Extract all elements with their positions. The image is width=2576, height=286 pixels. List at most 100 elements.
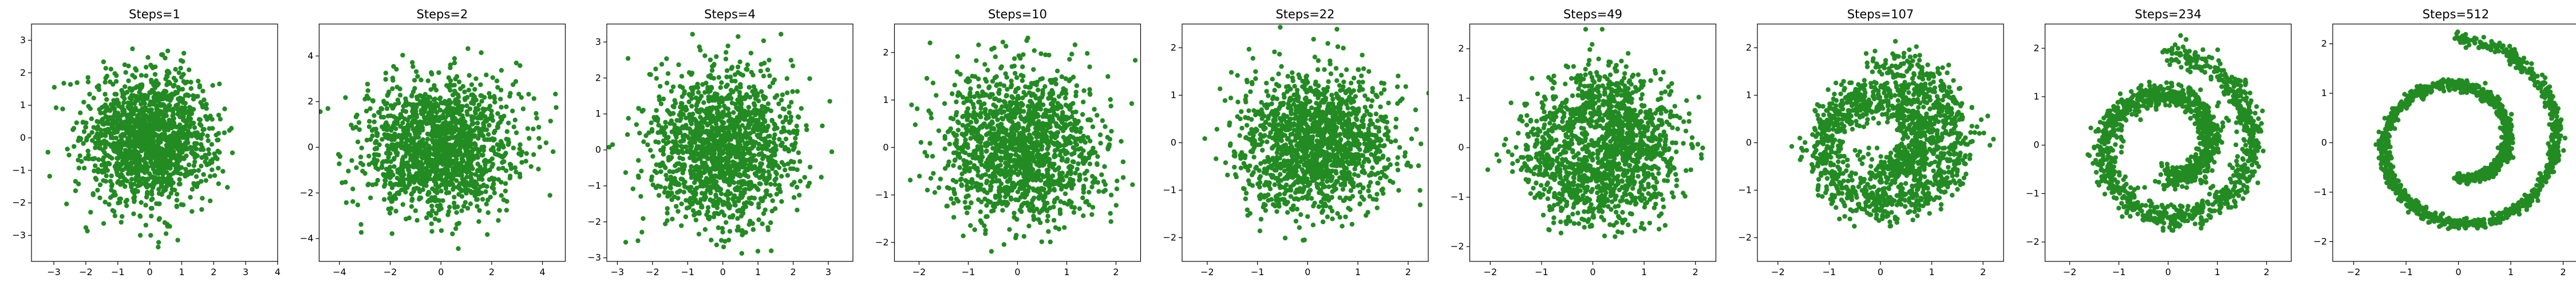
scatter-point: [748, 136, 753, 141]
scatter-point: [774, 192, 779, 197]
scatter-point: [163, 231, 169, 236]
scatter-point: [753, 158, 758, 163]
scatter-point: [430, 186, 435, 192]
scatter-point: [388, 151, 393, 156]
scatter-point: [467, 106, 473, 112]
scatter-point: [704, 116, 709, 121]
scatter-point: [165, 97, 170, 102]
scatter-point: [428, 169, 433, 174]
scatter-point: [433, 101, 439, 106]
scatter-point: [727, 152, 733, 157]
scatter-point: [796, 150, 801, 156]
scatter-point: [122, 96, 127, 101]
scatter-point: [740, 232, 745, 238]
scatter-point: [768, 193, 773, 198]
scatter-point: [169, 144, 175, 149]
scatter-point: [93, 163, 98, 168]
scatter-point: [704, 181, 709, 187]
scatter-point: [477, 168, 483, 174]
scatter-point: [953, 113, 959, 118]
scatter-point: [756, 217, 761, 223]
scatter-point: [698, 47, 703, 53]
scatter-point: [716, 225, 721, 231]
scatter-point: [132, 198, 137, 203]
scatter-point: [688, 200, 693, 205]
scatter-point: [402, 146, 408, 152]
scatter-point: [1063, 102, 1069, 108]
scatter-point: [698, 120, 704, 125]
x-tick-label: −3: [611, 267, 625, 277]
scatter-point: [437, 114, 442, 120]
scatter-point: [459, 188, 464, 194]
scatter-point: [1081, 213, 1086, 219]
scatter-point: [60, 106, 65, 112]
scatter-point: [511, 145, 516, 150]
scatter-point: [66, 152, 72, 158]
scatter-point: [112, 209, 117, 214]
scatter-point: [410, 174, 416, 179]
scatter-point: [123, 70, 128, 75]
scatter-point: [366, 124, 372, 129]
scatter-point: [702, 169, 708, 175]
scatter-point: [160, 146, 165, 152]
scatter-point: [413, 132, 418, 137]
scatter-point: [177, 181, 183, 186]
scatter-point: [154, 132, 159, 138]
scatter-point: [414, 218, 420, 223]
scatter-point: [513, 79, 519, 84]
scatter-point: [358, 230, 364, 235]
scatter-point: [167, 224, 172, 229]
scatter-point: [480, 172, 485, 177]
scatter-point: [456, 94, 461, 100]
scatter-point: [429, 221, 434, 227]
scatter-point: [373, 181, 379, 186]
scatter-point: [88, 209, 93, 215]
scatter-point: [436, 70, 441, 76]
scatter-point: [755, 248, 761, 254]
scatter-point: [750, 127, 756, 133]
scatter-point: [383, 70, 389, 76]
scatter-point: [1069, 51, 1074, 57]
scatter-point: [109, 182, 115, 187]
scatter-point: [641, 139, 646, 144]
scatter-point: [716, 75, 721, 80]
scatter-point: [159, 184, 164, 189]
scatter-point: [410, 89, 416, 94]
scatter-point: [663, 173, 669, 178]
scatter-point: [364, 109, 369, 114]
scatter-point: [696, 232, 702, 237]
scatter-point: [772, 182, 778, 187]
scatter-point: [636, 158, 641, 163]
scatter-point: [164, 113, 169, 118]
x-tick-label: −3: [47, 267, 61, 277]
scatter-point: [712, 165, 717, 170]
scatter-point: [510, 82, 516, 88]
x-tick-label: −4: [333, 267, 346, 277]
scatter-point: [132, 132, 137, 137]
y-tick-label: 3: [595, 36, 601, 47]
scatter-point: [1113, 202, 1119, 208]
scatter-point: [199, 102, 205, 108]
scatter-point: [72, 144, 77, 149]
scatter-point: [426, 149, 432, 155]
scatter-point: [769, 118, 775, 124]
scatter-point: [772, 152, 777, 158]
scatter-point: [924, 76, 930, 81]
scatter-point: [625, 56, 631, 61]
scatter-point: [718, 136, 724, 141]
scatter-point: [144, 194, 149, 200]
scatter-point: [679, 74, 685, 79]
scatter-point: [484, 201, 489, 206]
scatter-point: [484, 72, 489, 78]
scatter-point: [779, 143, 784, 148]
scatter-point: [771, 136, 777, 141]
y-tick-label: 2: [595, 72, 601, 83]
scatter-point: [389, 185, 395, 190]
scatter-point: [102, 80, 108, 85]
scatter-point: [498, 138, 504, 144]
scatter-point: [127, 86, 132, 91]
scatter-point: [158, 180, 163, 185]
scatter-point: [432, 129, 437, 134]
scatter-point: [1090, 205, 1096, 210]
scatter-point: [500, 143, 505, 148]
